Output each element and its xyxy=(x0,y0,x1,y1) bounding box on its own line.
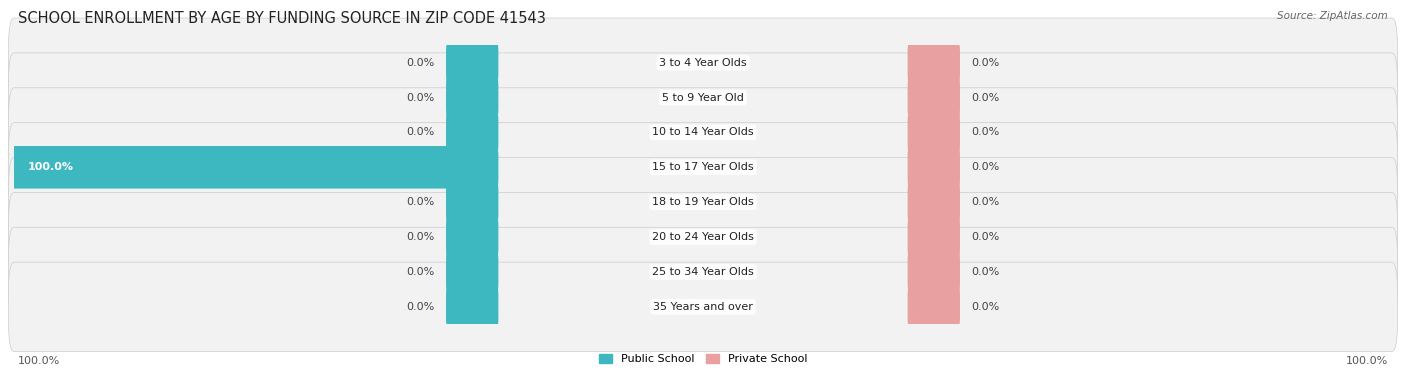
FancyBboxPatch shape xyxy=(908,41,960,84)
FancyBboxPatch shape xyxy=(446,111,498,154)
Text: 0.0%: 0.0% xyxy=(406,302,434,312)
Text: 3 to 4 Year Olds: 3 to 4 Year Olds xyxy=(659,58,747,68)
FancyBboxPatch shape xyxy=(8,88,1398,177)
Text: 0.0%: 0.0% xyxy=(972,127,1000,138)
FancyBboxPatch shape xyxy=(8,18,1398,107)
Text: 35 Years and over: 35 Years and over xyxy=(652,302,754,312)
Text: 0.0%: 0.0% xyxy=(972,162,1000,172)
Text: 10 to 14 Year Olds: 10 to 14 Year Olds xyxy=(652,127,754,138)
FancyBboxPatch shape xyxy=(908,285,960,328)
FancyBboxPatch shape xyxy=(446,285,498,328)
Text: 20 to 24 Year Olds: 20 to 24 Year Olds xyxy=(652,232,754,242)
FancyBboxPatch shape xyxy=(8,192,1398,282)
FancyBboxPatch shape xyxy=(8,123,1398,212)
Text: 0.0%: 0.0% xyxy=(406,58,434,68)
Text: 0.0%: 0.0% xyxy=(972,92,1000,103)
Text: 0.0%: 0.0% xyxy=(406,267,434,277)
FancyBboxPatch shape xyxy=(13,146,498,188)
FancyBboxPatch shape xyxy=(8,227,1398,317)
Text: 18 to 19 Year Olds: 18 to 19 Year Olds xyxy=(652,197,754,207)
Text: 0.0%: 0.0% xyxy=(972,58,1000,68)
FancyBboxPatch shape xyxy=(908,146,960,188)
Text: 0.0%: 0.0% xyxy=(972,197,1000,207)
Text: 5 to 9 Year Old: 5 to 9 Year Old xyxy=(662,92,744,103)
Legend: Public School, Private School: Public School, Private School xyxy=(595,349,811,369)
Text: 100.0%: 100.0% xyxy=(1346,356,1388,366)
FancyBboxPatch shape xyxy=(8,53,1398,142)
FancyBboxPatch shape xyxy=(446,76,498,119)
FancyBboxPatch shape xyxy=(8,158,1398,247)
FancyBboxPatch shape xyxy=(446,216,498,258)
Text: 100.0%: 100.0% xyxy=(18,356,60,366)
Text: 0.0%: 0.0% xyxy=(406,232,434,242)
FancyBboxPatch shape xyxy=(8,262,1398,351)
Text: 0.0%: 0.0% xyxy=(406,197,434,207)
FancyBboxPatch shape xyxy=(446,41,498,84)
FancyBboxPatch shape xyxy=(908,181,960,224)
Text: 0.0%: 0.0% xyxy=(406,92,434,103)
Text: 0.0%: 0.0% xyxy=(972,232,1000,242)
FancyBboxPatch shape xyxy=(908,111,960,154)
Text: 0.0%: 0.0% xyxy=(406,127,434,138)
Text: 25 to 34 Year Olds: 25 to 34 Year Olds xyxy=(652,267,754,277)
FancyBboxPatch shape xyxy=(446,251,498,293)
Text: 15 to 17 Year Olds: 15 to 17 Year Olds xyxy=(652,162,754,172)
FancyBboxPatch shape xyxy=(908,216,960,258)
Text: Source: ZipAtlas.com: Source: ZipAtlas.com xyxy=(1277,11,1388,21)
FancyBboxPatch shape xyxy=(908,251,960,293)
FancyBboxPatch shape xyxy=(908,76,960,119)
Text: 0.0%: 0.0% xyxy=(972,267,1000,277)
Text: 0.0%: 0.0% xyxy=(972,302,1000,312)
Text: SCHOOL ENROLLMENT BY AGE BY FUNDING SOURCE IN ZIP CODE 41543: SCHOOL ENROLLMENT BY AGE BY FUNDING SOUR… xyxy=(18,11,546,26)
FancyBboxPatch shape xyxy=(446,181,498,224)
Text: 100.0%: 100.0% xyxy=(28,162,75,172)
